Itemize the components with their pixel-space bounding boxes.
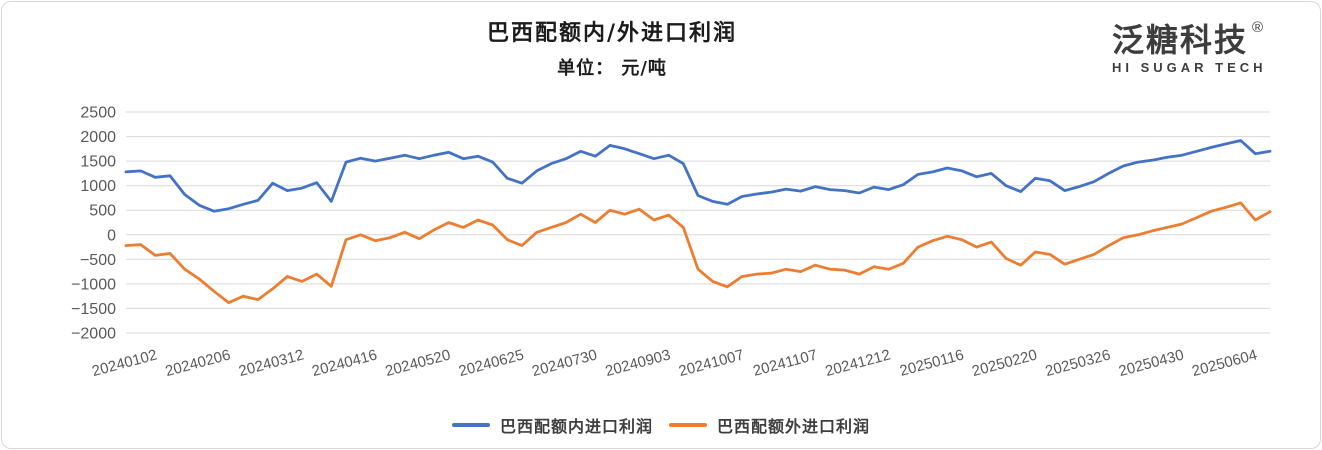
x-axis-tick-label: 20250604 [1190, 346, 1259, 380]
x-axis-tick-label: 20240520 [383, 346, 452, 380]
x-axis-tick-label: 20240206 [163, 346, 232, 380]
series-line-0 [124, 139, 1272, 213]
legend-label-out-quota: 巴西配额外进口利润 [717, 417, 871, 436]
brand-logo: 泛糖科技 ® HI SUGAR TECH [1112, 20, 1267, 75]
x-axis-tick-label: 20250220 [970, 346, 1039, 380]
series-line-1 [124, 201, 1272, 305]
registered-trademark-icon: ® [1252, 19, 1264, 36]
y-axis-tick-label: −1500 [71, 301, 116, 318]
brand-logo-cn-row: 泛糖科技 ® [1112, 20, 1267, 58]
x-axis-tick-label: 20241212 [823, 346, 892, 380]
legend-swatch-out-quota [669, 423, 707, 427]
y-axis-tick-label: 2000 [80, 129, 116, 146]
legend-item-in-quota: 巴西配额内进口利润 [451, 413, 653, 437]
x-axis-tick-label: 20240903 [603, 346, 672, 380]
y-axis-tick-label: 1000 [80, 178, 116, 195]
x-axis-tick-label: 20241107 [751, 346, 819, 379]
brand-name-en: HI SUGAR TECH [1112, 60, 1267, 75]
y-axis-tick-label: −2000 [71, 326, 116, 343]
chart-legend: 巴西配额内进口利润 巴西配额外进口利润 [2, 413, 1320, 437]
x-axis-tick-label: 20240625 [457, 346, 526, 380]
y-axis-tick-label: 1500 [80, 154, 116, 171]
legend-swatch-in-quota [451, 423, 490, 427]
x-axis-tick-label: 20240416 [310, 346, 379, 380]
y-axis-tick-label: 500 [89, 203, 116, 220]
x-axis-tick-label: 20250326 [1043, 346, 1112, 380]
x-axis-tick-label: 20240730 [530, 346, 599, 380]
legend-item-out-quota: 巴西配额外进口利润 [669, 413, 870, 437]
legend-label-in-quota: 巴西配额内进口利润 [499, 417, 653, 436]
x-axis-tick-label: 20241007 [677, 346, 746, 380]
y-axis-tick-label: −1000 [71, 276, 116, 293]
x-axis-tick-label: 20250116 [898, 346, 966, 379]
x-axis-tick-label: 20240102 [90, 346, 159, 380]
x-axis-tick-label: 20250430 [1117, 346, 1186, 380]
y-axis-tick-label: −500 [80, 252, 116, 269]
y-axis-tick-label: 0 [107, 227, 116, 244]
brand-name-cn: 泛糖科技 [1112, 22, 1249, 58]
y-axis-tick-label: 2500 [80, 105, 116, 122]
x-axis-tick-label: 20240312 [237, 346, 306, 380]
